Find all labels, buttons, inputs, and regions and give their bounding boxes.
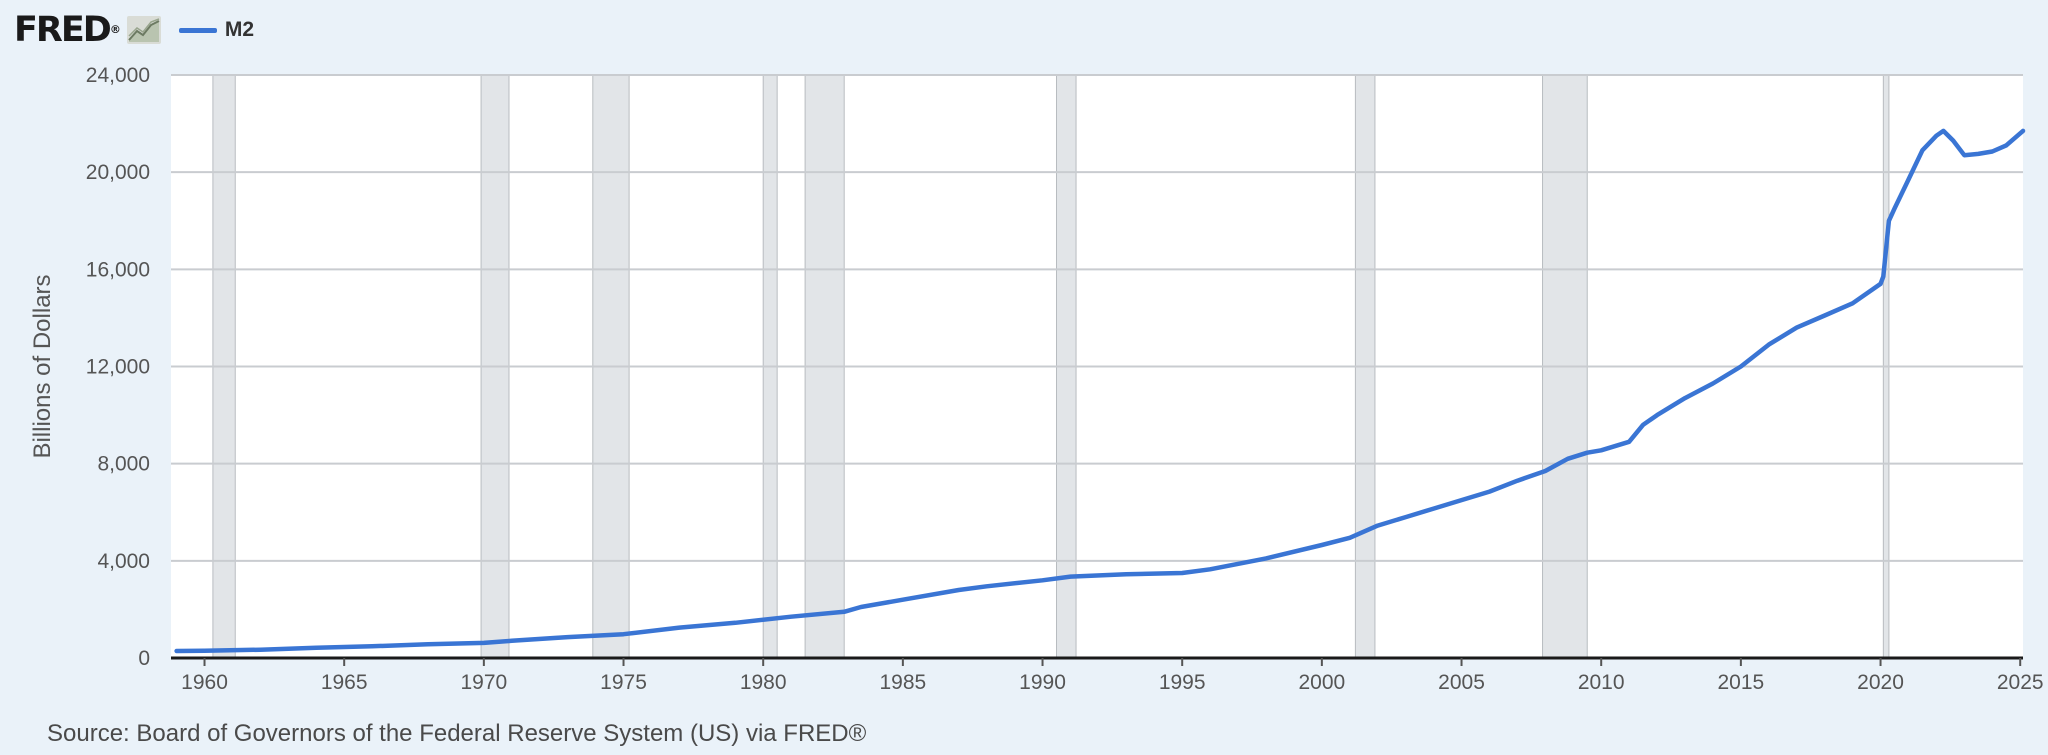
- x-tick-label: 2020: [1857, 671, 1904, 694]
- source-note: Source: Board of Governors of the Federa…: [47, 720, 867, 747]
- y-axis-label: Billions of Dollars: [29, 274, 56, 458]
- y-tick-label: 16,000: [86, 258, 150, 281]
- y-tick-label: 8,000: [97, 453, 150, 476]
- y-tick-label: 4,000: [97, 550, 150, 573]
- y-tick-label: 0: [138, 647, 150, 670]
- x-tick-label: 1970: [460, 671, 507, 694]
- x-tick-label: 2010: [1578, 671, 1625, 694]
- series-line-m2: [174, 128, 2026, 654]
- y-tick-label: 24,000: [86, 64, 150, 87]
- y-tick-label: 20,000: [86, 161, 150, 184]
- registered-mark: ®: [109, 23, 121, 36]
- fred-logo-text: FRED: [14, 10, 112, 50]
- x-tick-label: 1985: [880, 671, 927, 694]
- legend-series-label: M2: [224, 18, 255, 41]
- header: FRED® M2: [14, 8, 254, 52]
- chart-line-icon: [126, 16, 161, 44]
- legend-swatch: [178, 27, 217, 33]
- x-tick-label: 2025: [1997, 671, 2044, 694]
- y-tick-label: 12,000: [86, 356, 150, 379]
- x-tick-label: 2015: [1718, 671, 1765, 694]
- chart[interactable]: 0 4,000 8,000 12,000 16,000 20,000 24,000 Billi…: [0, 0, 2048, 715]
- fred-logo[interactable]: FRED®: [14, 10, 121, 50]
- x-tick-label: 2000: [1299, 671, 1346, 694]
- legend[interactable]: M2: [178, 18, 255, 42]
- x-tick-label: 2005: [1438, 671, 1485, 694]
- x-tick-label: 1960: [181, 671, 228, 694]
- x-tick-label: 1965: [321, 671, 368, 694]
- x-tick-label: 1980: [740, 671, 787, 694]
- x-tick-label: 1995: [1159, 671, 1206, 694]
- x-tick-label: 1990: [1019, 671, 1066, 694]
- x-tick-label: 1975: [600, 671, 647, 694]
